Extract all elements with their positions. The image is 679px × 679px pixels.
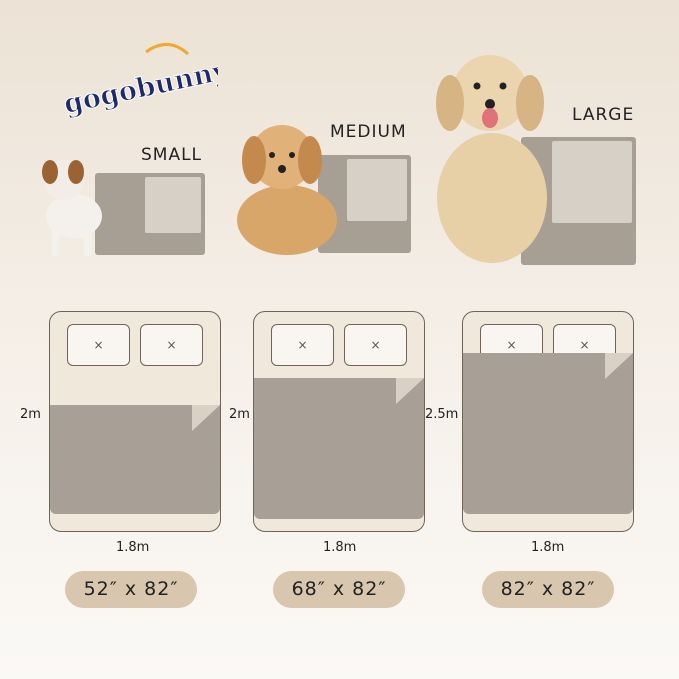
dimensions-badge-small: 52″ x 82″ bbox=[65, 571, 197, 608]
bed-diagram-large: × × bbox=[462, 311, 634, 532]
brand-logo: gogobunny bbox=[61, 43, 218, 118]
size-label-small: SMALL bbox=[141, 145, 203, 165]
height-label-medium: 2m bbox=[229, 407, 250, 422]
size-label-medium: MEDIUM bbox=[330, 122, 407, 142]
pillow: × bbox=[67, 324, 130, 366]
dog-medium-image bbox=[237, 125, 337, 255]
pillow: × bbox=[344, 324, 407, 366]
dog-large-image bbox=[436, 55, 547, 263]
width-label-large: 1.8m bbox=[531, 540, 565, 555]
height-label-large: 2.5m bbox=[425, 407, 459, 422]
svg-text:gogobunny: gogobunny bbox=[61, 55, 218, 118]
pad-medium bbox=[318, 155, 411, 253]
dog-small-image bbox=[42, 160, 102, 256]
pad-large bbox=[521, 137, 636, 265]
pad-sheet bbox=[254, 378, 424, 519]
dimensions-badge-large: 82″ x 82″ bbox=[482, 571, 614, 608]
size-label-large: LARGE bbox=[572, 105, 635, 125]
height-label-small: 2m bbox=[20, 407, 41, 422]
pillow: × bbox=[271, 324, 334, 366]
pad-sheet bbox=[50, 405, 220, 514]
pad-small bbox=[95, 173, 205, 255]
width-label-small: 1.8m bbox=[116, 540, 150, 555]
dimensions-badge-medium: 68″ x 82″ bbox=[273, 571, 405, 608]
bed-diagram-small: × × bbox=[49, 311, 221, 532]
pillow: × bbox=[140, 324, 203, 366]
width-label-medium: 1.8m bbox=[323, 540, 357, 555]
pad-sheet bbox=[463, 353, 633, 514]
bed-diagram-medium: × × bbox=[253, 311, 425, 532]
